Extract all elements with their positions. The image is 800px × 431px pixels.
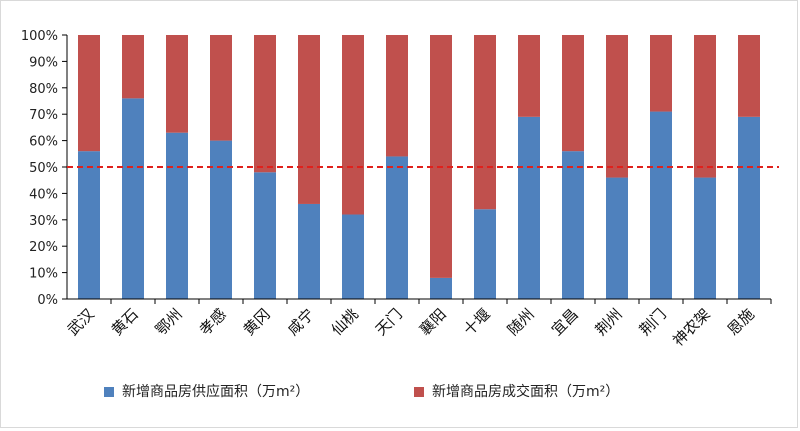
category-label: 神农架: [669, 305, 714, 350]
legend-label: 新增商品房供应面积（万m²）: [122, 383, 309, 400]
transaction-bar[interactable]: [386, 35, 408, 157]
category-label: 鄂州: [152, 305, 186, 339]
category-label: 咸宁: [284, 305, 318, 339]
y-tick-label: 50%: [29, 161, 58, 176]
supply-bar[interactable]: [738, 116, 760, 299]
transaction-bar[interactable]: [518, 35, 540, 117]
category-label: 随州: [504, 305, 538, 339]
y-tick-label: 90%: [29, 55, 58, 70]
supply-bar[interactable]: [342, 214, 364, 299]
category-label: 恩施: [724, 305, 758, 339]
transaction-bar[interactable]: [122, 35, 144, 99]
transaction-bar[interactable]: [78, 35, 100, 152]
legend-label: 新增商品房成交面积（万m²）: [432, 383, 619, 400]
category-label: 孝感: [196, 305, 230, 339]
supply-bar[interactable]: [518, 116, 540, 299]
supply-bar[interactable]: [694, 177, 716, 299]
transaction-bar[interactable]: [474, 35, 496, 210]
transaction-bar[interactable]: [562, 35, 584, 152]
category-label: 黄冈: [240, 305, 274, 339]
y-tick-label: 60%: [29, 135, 58, 150]
supply-bar[interactable]: [562, 151, 584, 299]
transaction-bar[interactable]: [606, 35, 628, 178]
category-label: 天门: [372, 305, 406, 339]
category-label: 荆州: [592, 305, 626, 339]
transaction-bar[interactable]: [694, 35, 716, 178]
y-tick-label: 30%: [29, 214, 58, 229]
category-label: 十堰: [460, 305, 494, 339]
category-label: 仙桃: [328, 305, 362, 339]
y-tick-label: 40%: [29, 187, 58, 202]
supply-bar[interactable]: [254, 172, 276, 299]
y-tick-label: 0%: [37, 293, 58, 308]
supply-bar[interactable]: [298, 203, 320, 299]
transaction-bar[interactable]: [298, 35, 320, 204]
supply-bar[interactable]: [210, 140, 232, 299]
supply-bar[interactable]: [430, 277, 452, 299]
category-label: 武汉: [64, 305, 98, 339]
supply-bar[interactable]: [122, 98, 144, 299]
supply-bar[interactable]: [78, 151, 100, 299]
transaction-bar[interactable]: [342, 35, 364, 215]
legend-swatch: [104, 387, 114, 397]
y-tick-label: 100%: [21, 29, 58, 44]
transaction-bar[interactable]: [254, 35, 276, 173]
supply-bar[interactable]: [606, 177, 628, 299]
supply-bar[interactable]: [166, 132, 188, 299]
transaction-bar[interactable]: [430, 35, 452, 278]
category-label: 宜昌: [548, 305, 582, 339]
category-label: 黄石: [108, 305, 142, 339]
y-tick-label: 70%: [29, 108, 58, 123]
legend-swatch: [414, 387, 424, 397]
transaction-bar[interactable]: [738, 35, 760, 117]
y-tick-label: 80%: [29, 82, 58, 97]
supply-bar[interactable]: [386, 156, 408, 299]
transaction-bar[interactable]: [210, 35, 232, 141]
transaction-bar[interactable]: [166, 35, 188, 133]
y-tick-label: 20%: [29, 240, 58, 255]
supply-bar[interactable]: [650, 111, 672, 299]
y-tick-label: 10%: [29, 267, 58, 282]
category-label: 襄阳: [416, 305, 450, 339]
category-label: 荆门: [636, 305, 670, 339]
supply-bar[interactable]: [474, 209, 496, 299]
transaction-bar[interactable]: [650, 35, 672, 112]
